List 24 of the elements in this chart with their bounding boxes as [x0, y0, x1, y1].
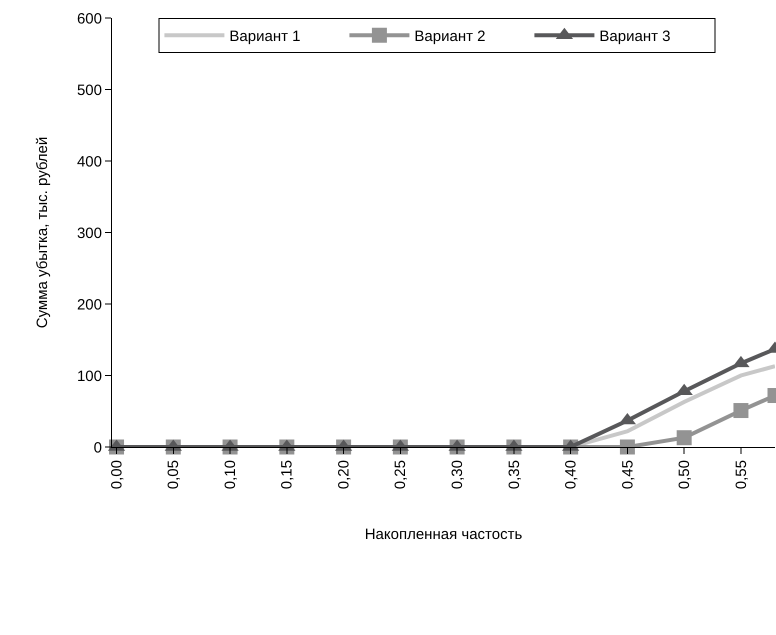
x-tick-label: 0,30: [448, 460, 466, 490]
y-tick-label: 0: [94, 439, 102, 456]
y-tick-label: 200: [76, 296, 102, 314]
y-tick-label: 500: [76, 82, 102, 99]
legend-label: Вариант 1: [229, 28, 300, 46]
x-tick-label: 0,55: [732, 460, 750, 490]
x-tick-label: 0,05: [165, 460, 182, 490]
x-tick-label: 0,20: [335, 460, 352, 490]
x-tick-label: 0,10: [222, 460, 239, 490]
y-tick-label: 600: [76, 10, 102, 28]
x-tick-label: 0,15: [278, 460, 296, 490]
x-tick-label: 0,25: [392, 460, 410, 490]
legend-label: Вариант 2: [414, 28, 486, 46]
legend-label: Вариант 3: [599, 28, 670, 46]
x-tick-label: 0,00: [108, 460, 126, 490]
x-tick-label: 0,45: [619, 460, 636, 490]
y-tick-label: 300: [76, 224, 102, 242]
x-axis-title: Накопленная частость: [364, 526, 522, 544]
y-tick-label: 100: [76, 368, 102, 385]
x-tick-label: 0,40: [562, 460, 580, 490]
y-axis-title: Сумма убытка, тыс. рублей: [34, 136, 52, 328]
x-tick-label: 0,35: [506, 460, 523, 490]
x-tick-label: 0,50: [676, 460, 694, 490]
y-tick-label: 400: [76, 153, 102, 170]
